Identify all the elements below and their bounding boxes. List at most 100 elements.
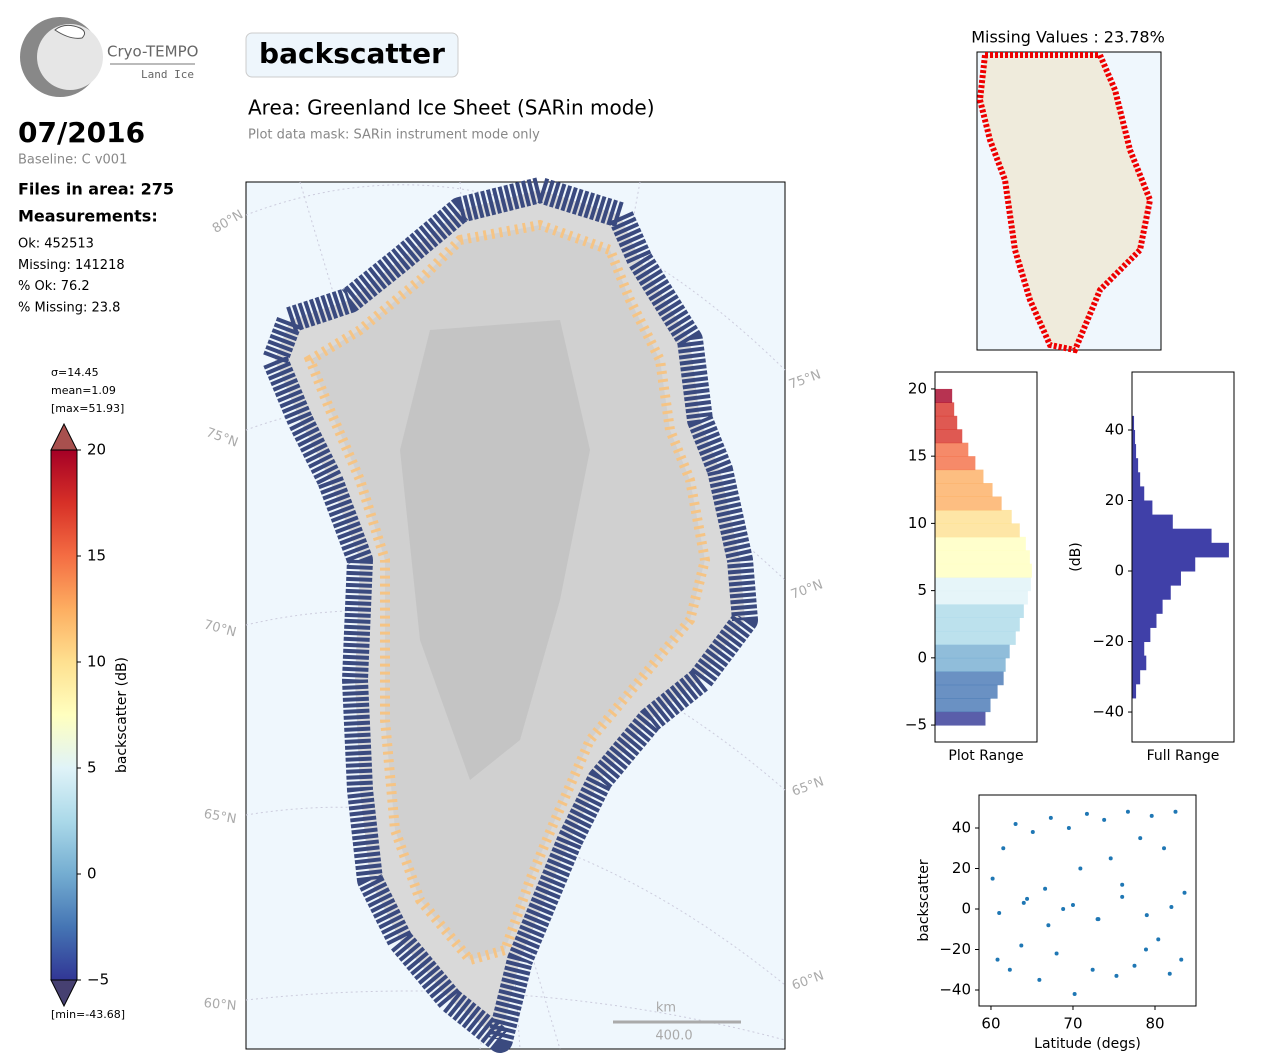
- scatter-point: [1030, 830, 1035, 835]
- histogram-bar: [935, 630, 1016, 645]
- y-tick-label: 0: [1114, 562, 1124, 580]
- y-tick-label: 20: [908, 379, 927, 397]
- colorbar-under: [50, 979, 78, 1008]
- lat-label: 80°N: [210, 207, 246, 236]
- histogram-bar: [1132, 429, 1136, 445]
- y-tick-label: 10: [87, 653, 106, 671]
- scatter-point: [1046, 923, 1051, 928]
- axes-frame: [934, 371, 1038, 743]
- y-label: (dB): [1068, 542, 1084, 571]
- histogram-bar: [1132, 599, 1163, 614]
- page-title: backscatter: [259, 37, 445, 70]
- histogram-bar: [1132, 627, 1151, 643]
- lat-label: 60°N: [203, 996, 237, 1014]
- colorbar: [50, 449, 78, 981]
- histogram-bar: [1132, 486, 1145, 502]
- colorbar-over: [50, 422, 78, 451]
- y-tick-label: −20: [939, 940, 971, 958]
- histogram-bar: [935, 483, 993, 497]
- x-tick-label: 70: [1063, 1015, 1082, 1033]
- date: 07/2016: [18, 116, 145, 149]
- files: Files in area: 275: [18, 180, 174, 199]
- measurements: Measurements:: [18, 207, 158, 226]
- mask: Plot data mask: SARin instrument mode on…: [248, 128, 540, 143]
- y-tick-label: 15: [908, 447, 927, 465]
- histogram-bar: [935, 577, 1031, 592]
- scatter-point: [1078, 866, 1083, 871]
- histogram-bar: [1132, 514, 1173, 530]
- y-tick-label: 0: [961, 900, 971, 918]
- histogram-bar: [1132, 556, 1196, 572]
- colorbar-annotation: [min=-43.68]: [51, 1008, 125, 1021]
- axes-frame: [978, 794, 1197, 1007]
- scatter-point: [1001, 846, 1006, 851]
- y-tick-label: 5: [917, 581, 927, 599]
- stat-line: % Missing: 23.8: [18, 300, 120, 315]
- colorbar-annotation: [max=51.93]: [51, 402, 124, 415]
- y-tick-label: 15: [87, 547, 106, 565]
- lat-label: 75°N: [204, 425, 240, 450]
- lat-label: 75°N: [787, 367, 823, 392]
- area: Area: Greenland Ice Sheet (SARin mode): [248, 96, 655, 120]
- scatter-point: [1132, 963, 1137, 968]
- x-label: Latitude (degs): [1034, 1036, 1141, 1052]
- histogram-bar: [935, 671, 1004, 686]
- logo-title: Cryo-TEMPO: [107, 43, 198, 61]
- y-tick-label: 10: [908, 514, 927, 532]
- scatter-point: [1021, 900, 1026, 905]
- histogram-bar: [1132, 655, 1147, 671]
- logo-subtitle: Land Ice: [141, 68, 194, 81]
- histogram-bar: [935, 388, 953, 403]
- y-tick-label: −5: [905, 716, 927, 734]
- scatter-point: [1066, 826, 1071, 831]
- y-tick-label: −20: [1092, 632, 1124, 650]
- histogram-bar: [1132, 571, 1181, 586]
- histogram-bar: [1132, 444, 1137, 459]
- histogram-bar: [1132, 613, 1157, 628]
- histogram-bar: [1132, 458, 1139, 473]
- scatter-point: [1149, 813, 1154, 818]
- scatter-point: [1120, 894, 1125, 899]
- histogram-bar: [935, 415, 958, 430]
- lat-label: 70°N: [789, 577, 825, 602]
- scatter-point: [1054, 951, 1059, 956]
- scatter-point: [1095, 917, 1100, 922]
- y-tick-label: 0: [917, 648, 927, 666]
- y-tick-label: −5: [87, 971, 109, 989]
- stat-line: Ok: 452513: [18, 237, 94, 252]
- histogram-bar: [1132, 415, 1135, 431]
- colorbar-annotation: σ=14.45: [51, 366, 99, 379]
- scatter-point: [1138, 836, 1143, 841]
- scatter-point: [1070, 902, 1075, 907]
- y-tick-label: 20: [1105, 491, 1124, 509]
- scatter-point: [1169, 904, 1174, 909]
- scatter-point: [1144, 913, 1149, 918]
- y-tick-label: 0: [87, 865, 97, 883]
- histogram-bar: [935, 644, 1010, 659]
- scale-unit: km: [656, 1001, 676, 1016]
- y-tick-label: −40: [939, 981, 971, 999]
- scatter-point: [1182, 890, 1187, 895]
- scatter-point: [1108, 856, 1113, 861]
- scatter-point: [1114, 973, 1119, 978]
- scatter-point: [1102, 817, 1107, 822]
- main-map: [245, 177, 786, 1053]
- scatter-point: [1007, 967, 1012, 972]
- scatter-point: [1037, 977, 1042, 982]
- scatter-point: [1125, 809, 1130, 814]
- y-label: backscatter: [916, 859, 932, 941]
- y-tick-label: 40: [1105, 420, 1124, 438]
- histogram-bar: [935, 711, 986, 726]
- lat-label: 70°N: [202, 618, 238, 641]
- histogram-bar: [1132, 542, 1229, 558]
- baseline: Baseline: C v001: [18, 153, 127, 168]
- histogram-bar: [1132, 683, 1137, 699]
- scatter-point: [997, 911, 1002, 916]
- scatter-point: [995, 957, 1000, 962]
- histogram-bar: [935, 442, 969, 457]
- scatter-point: [1061, 907, 1066, 912]
- lat-label: 65°N: [790, 774, 826, 799]
- scatter-point: [1162, 846, 1167, 851]
- scatter-point: [990, 876, 995, 881]
- histogram-bar: [935, 536, 1026, 551]
